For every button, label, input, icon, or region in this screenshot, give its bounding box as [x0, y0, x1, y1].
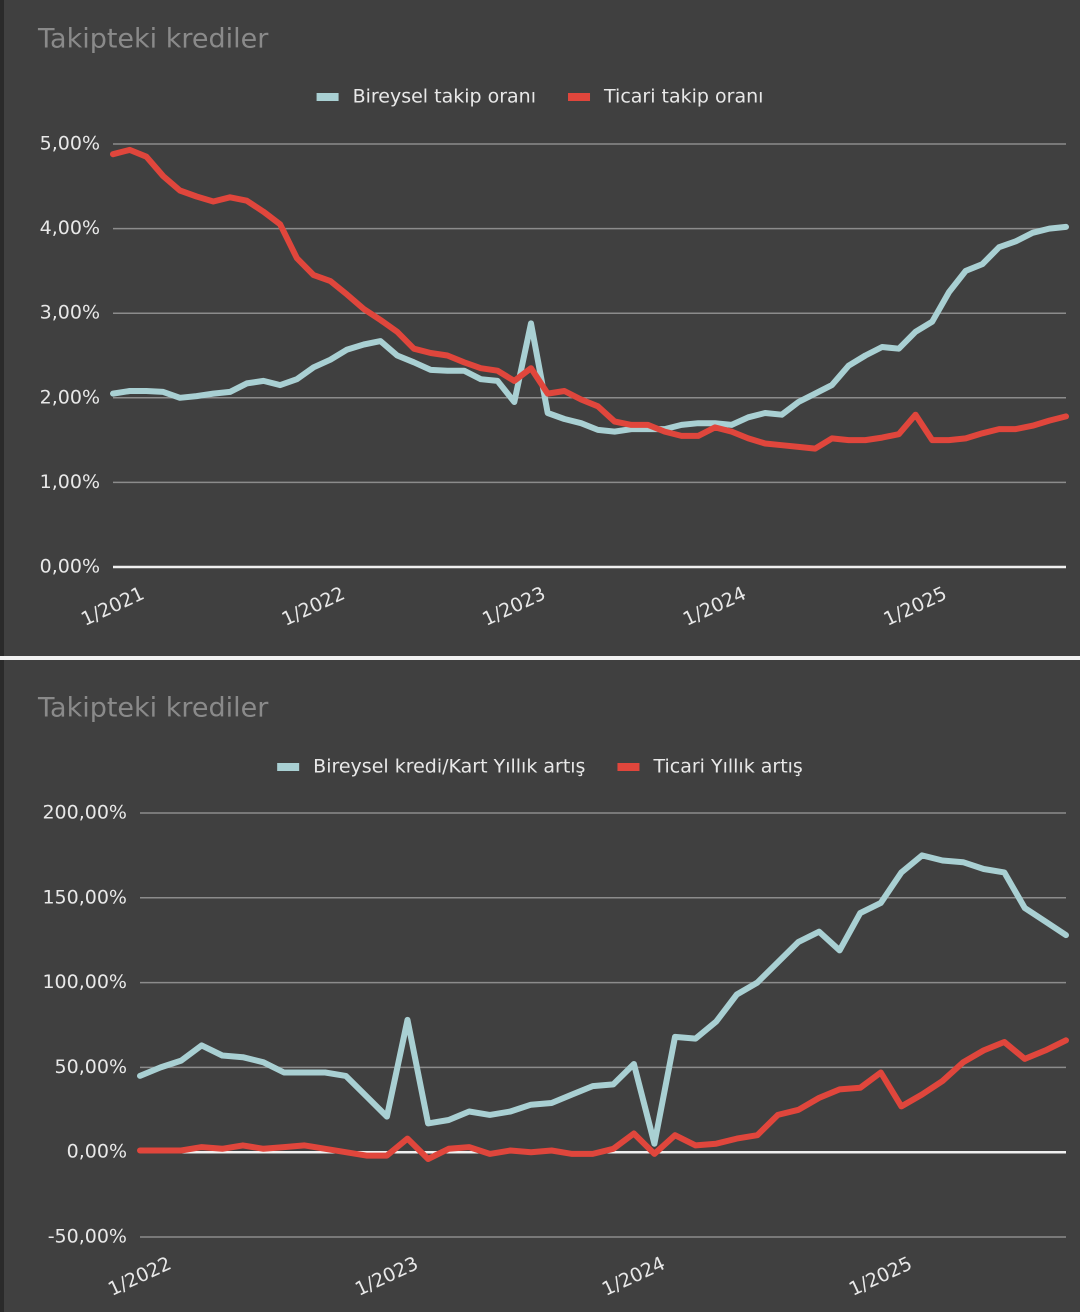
y-tick-label: 4,00%	[40, 217, 100, 239]
legend-marker	[316, 93, 339, 101]
y-tick-label: 3,00%	[40, 302, 100, 324]
y-tick-label: 200,00%	[42, 802, 127, 824]
legend-label: Ticari Yıllık artış	[652, 756, 802, 778]
series-line	[137, 852, 1069, 1147]
legend-label: Bireysel takip oranı	[353, 86, 536, 108]
y-tick-label: 5,00%	[40, 133, 100, 155]
legend-label: Bireysel kredi/Kart Yıllık artış	[313, 756, 585, 778]
y-tick-label: 2,00%	[40, 386, 100, 408]
legend-marker	[568, 93, 591, 101]
chart-title: Takipteki krediler	[37, 24, 269, 55]
y-tick-label: 50,00%	[55, 1056, 127, 1078]
series-line	[110, 146, 1069, 452]
y-tick-label: -50,00%	[48, 1226, 127, 1248]
y-tick-label: 0,00%	[67, 1141, 127, 1163]
legend-label: Ticari takip oranı	[603, 86, 763, 108]
y-tick-label: 0,00%	[40, 556, 100, 578]
chart-title: Takipteki krediler	[37, 693, 269, 724]
legend-marker	[277, 763, 300, 771]
series-line	[110, 223, 1069, 435]
legend-marker	[617, 763, 640, 771]
legend: Bireysel kredi/Kart Yıllık artış Ticari Y…	[277, 756, 803, 778]
y-tick-label: 100,00%	[42, 971, 127, 993]
y-tick-label: 150,00%	[42, 886, 127, 908]
series-line	[137, 1037, 1069, 1162]
legend: Bireysel takip oranı Ticari takip oranı	[316, 86, 763, 108]
y-tick-label: 1,00%	[40, 471, 100, 493]
